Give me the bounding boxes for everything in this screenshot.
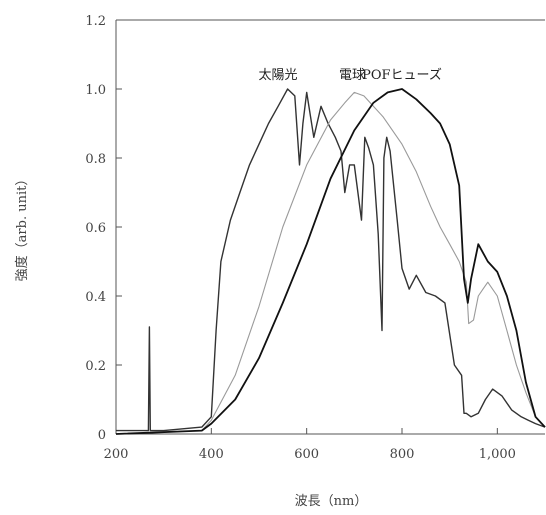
- series-line-3: [115, 88, 546, 435]
- series-lines: [115, 88, 546, 435]
- x-tick-label: 1,000: [479, 447, 516, 462]
- x-tick-label: 400: [199, 447, 224, 462]
- series-line-2: [115, 91, 546, 435]
- y-axis-title: 強度（arb. unit）: [14, 173, 30, 282]
- series-label-3: POFヒューズ: [362, 67, 442, 83]
- x-tick-label: 800: [390, 447, 415, 462]
- series-label-1: 太陽光: [259, 68, 298, 83]
- y-tick-label: 0: [98, 428, 106, 443]
- y-tick-label: 1.0: [85, 83, 106, 98]
- y-tick-label: 1.2: [85, 14, 106, 29]
- x-axis-title: 波長（nm）: [295, 494, 368, 509]
- plot-frame: [115, 19, 545, 435]
- y-tick-label: 0.8: [85, 152, 106, 167]
- y-tick-label: 0.6: [85, 221, 106, 236]
- x-tick-label: 200: [104, 447, 129, 462]
- series-label-2: 電球: [339, 68, 365, 83]
- series-line-1: [116, 88, 546, 432]
- y-axis-ticks: 0 0.2 0.4 0.6 0.8 1.0 1.2: [85, 14, 122, 443]
- x-tick-label: 600: [294, 447, 319, 462]
- y-tick-label: 0.2: [85, 359, 106, 374]
- y-tick-label: 0.4: [85, 290, 106, 305]
- x-axis-ticks: 200 400 600 800 1,000: [104, 428, 516, 462]
